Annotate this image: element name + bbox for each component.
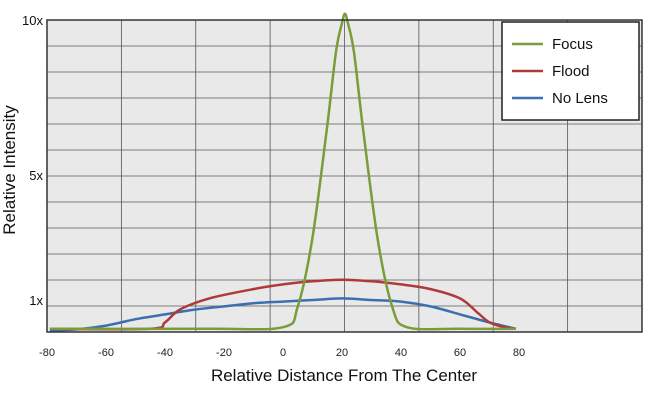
x-tick-labels: -80 -60 -40 -20 0 20 40 60 80	[39, 347, 525, 359]
y-tick-label: 5x	[29, 168, 43, 183]
y-tick-labels: 1x 5x 10x	[22, 13, 43, 308]
legend-label: Focus	[552, 36, 593, 53]
legend-label: Flood	[552, 63, 590, 80]
series-line-no-lens	[49, 297, 517, 332]
x-tick-label: -60	[98, 347, 114, 359]
y-axis-title: Relative Intensity	[0, 105, 19, 235]
x-axis-title: Relative Distance From The Center	[211, 366, 477, 385]
series-layer	[49, 12, 517, 332]
y-tick-label: 10x	[22, 13, 43, 28]
x-tick-label: 0	[280, 347, 286, 359]
series-line-flood	[49, 278, 517, 331]
x-tick-label: 20	[336, 347, 348, 359]
x-tick-label: 80	[513, 347, 525, 359]
legend-label: No Lens	[552, 90, 608, 107]
y-tick-label: 1x	[29, 293, 43, 308]
series-line-focus	[49, 12, 517, 331]
x-tick-label: 60	[454, 347, 466, 359]
x-tick-label: -20	[216, 347, 232, 359]
plot-frame	[46, 19, 643, 333]
x-tick-label: -40	[157, 347, 173, 359]
legend: Focus Flood No Lens	[501, 21, 640, 121]
x-tick-label: -80	[39, 347, 55, 359]
x-tick-label: 40	[395, 347, 407, 359]
